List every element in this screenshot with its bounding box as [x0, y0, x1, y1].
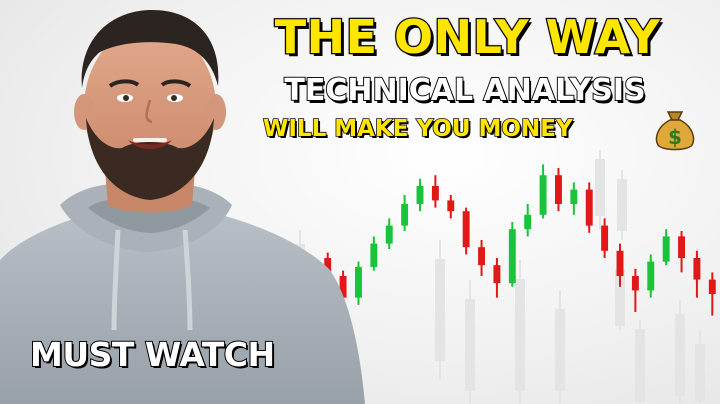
presenter-portrait: [0, 10, 365, 404]
headline-subtitle: TECHNICAL ANALYSIS: [283, 73, 646, 108]
candle-body: [431, 186, 439, 201]
candle: [385, 218, 393, 249]
candle-body: [555, 175, 562, 204]
candle-body: [324, 258, 332, 276]
candle-body: [631, 276, 639, 291]
candle-body: [524, 214, 532, 230]
svg-text:$: $: [668, 125, 682, 149]
candle: [631, 268, 639, 312]
candle-body: [462, 211, 470, 248]
candle-body: [601, 225, 609, 251]
candle: [524, 204, 532, 237]
candle: [678, 231, 685, 273]
candle-body: [493, 265, 501, 284]
candle: [570, 182, 578, 215]
candle: [478, 240, 485, 276]
candle: [370, 236, 378, 271]
candle-body: [616, 250, 624, 276]
candle: [585, 182, 593, 233]
candle-body: [339, 276, 347, 298]
candle: [447, 195, 455, 219]
candle-body: [447, 200, 455, 212]
headline-tagline: WILL MAKE YOU MONEY: [262, 116, 573, 142]
candle: [493, 258, 501, 298]
candle: [662, 229, 670, 266]
candle-body: [693, 258, 701, 280]
candle: [693, 250, 701, 298]
candle: [462, 207, 470, 255]
candle: [555, 168, 562, 212]
candle-body: [385, 225, 393, 244]
candle: [508, 222, 516, 287]
candlestick-chart: [324, 164, 716, 316]
candle: [616, 243, 624, 287]
money-bag-icon: $: [655, 111, 695, 151]
candle: [401, 195, 409, 231]
candle: [539, 164, 547, 219]
must-watch-badge: MUST WATCH: [29, 335, 276, 374]
candle-body: [708, 279, 716, 294]
candle-body: [678, 236, 685, 258]
candle-body: [370, 243, 378, 267]
candle-body: [478, 247, 485, 266]
candle: [601, 218, 609, 258]
candle-body: [570, 189, 578, 204]
candle: [416, 178, 424, 212]
candle-body: [401, 204, 409, 226]
candle-body: [662, 236, 670, 262]
candle: [355, 261, 362, 305]
candle-body: [416, 186, 424, 204]
candle-body: [539, 175, 547, 215]
candle: [431, 175, 439, 208]
candle-body: [355, 267, 362, 298]
headline-title: THE ONLY WAY: [273, 10, 661, 64]
candle: [708, 272, 716, 316]
candle: [647, 254, 655, 298]
candle-body: [647, 261, 655, 291]
candle-body: [508, 229, 516, 284]
candle-body: [585, 189, 593, 226]
